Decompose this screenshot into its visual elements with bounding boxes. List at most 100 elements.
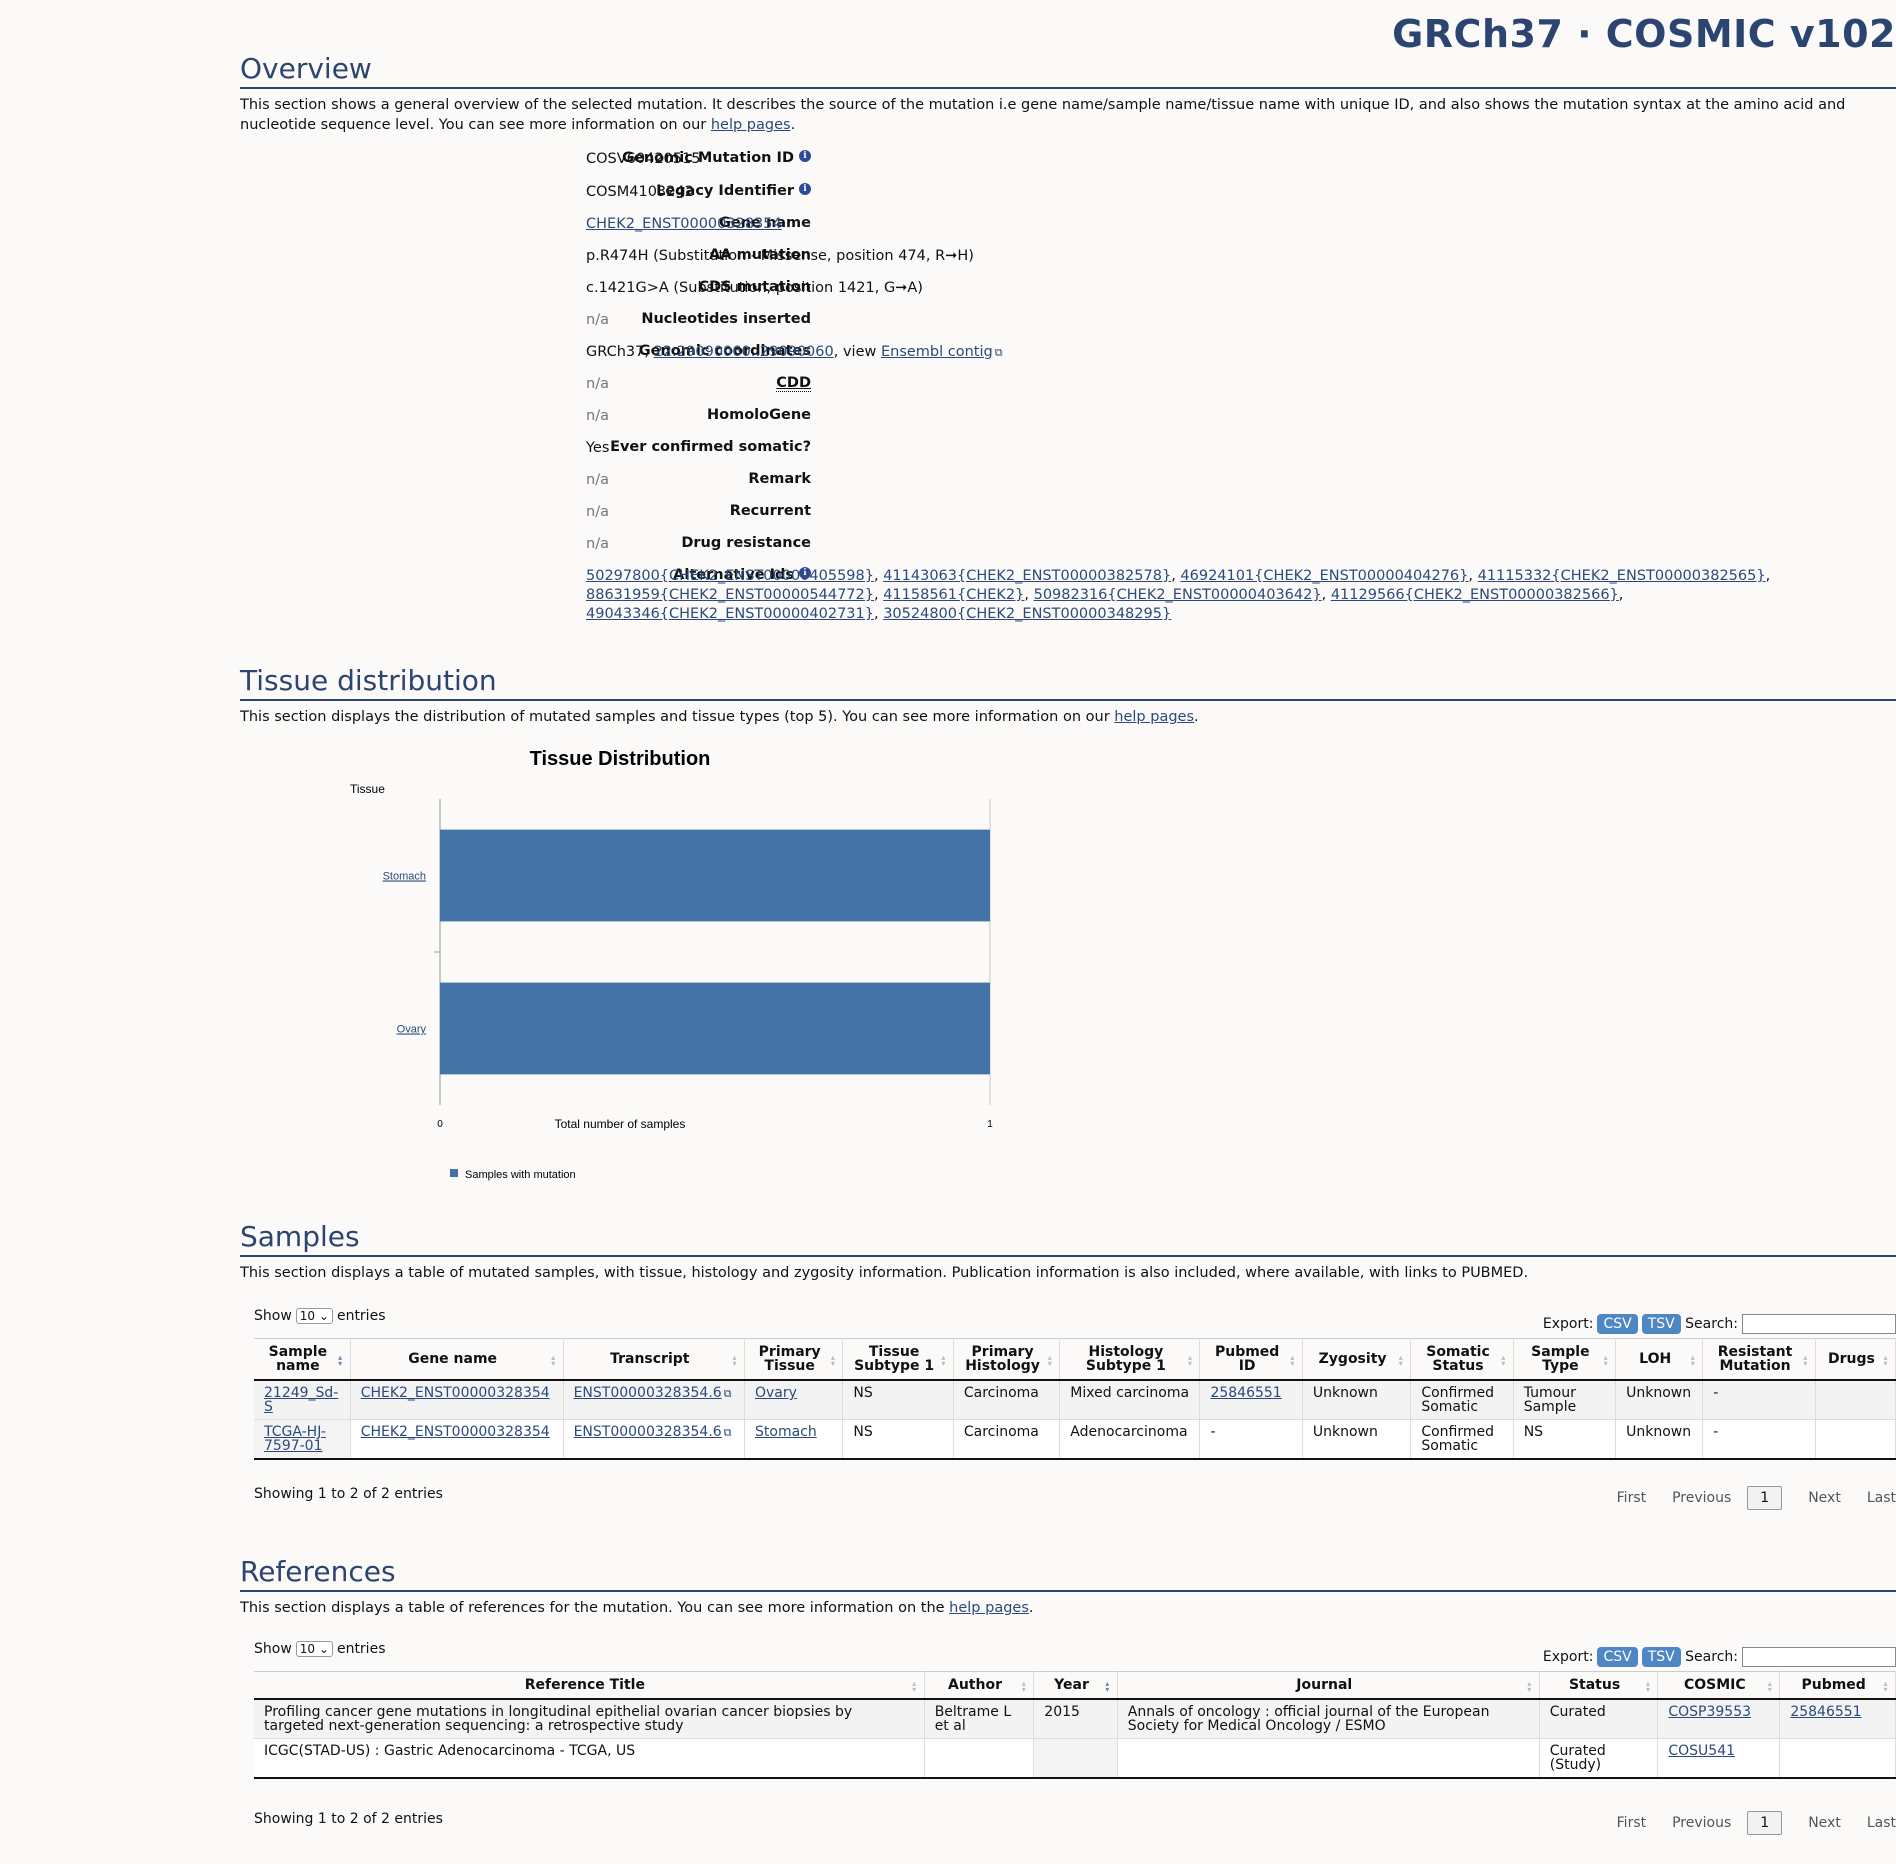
- column-header[interactable]: Sample name: [254, 1338, 351, 1381]
- cell-link[interactable]: CHEK2_ENST00000328354: [360, 1424, 550, 1440]
- field-label: Nucleotides inserted: [641, 311, 811, 327]
- cell-link[interactable]: COSP39553: [1668, 1704, 1752, 1720]
- alternative-id-link[interactable]: 41115332{CHEK2_ENST00000382565}: [1477, 568, 1766, 584]
- table-cell: Confirmed Somatic: [1410, 1380, 1514, 1420]
- csv-export-button[interactable]: CSV: [1597, 1647, 1638, 1667]
- tissue-help-link[interactable]: help pages: [1114, 709, 1195, 725]
- samples-search-input[interactable]: [1742, 1314, 1896, 1334]
- table-cell: Ovary: [744, 1380, 844, 1420]
- current-page-button[interactable]: 1: [1747, 1486, 1783, 1510]
- alternative-id-link[interactable]: 41143063{CHEK2_ENST00000382578}: [883, 568, 1172, 584]
- csv-export-button[interactable]: CSV: [1597, 1314, 1638, 1334]
- info-icon[interactable]: i: [799, 183, 811, 195]
- cell-link[interactable]: 25846551: [1790, 1704, 1862, 1720]
- column-header[interactable]: Reference Title: [254, 1671, 925, 1700]
- column-header[interactable]: Journal: [1117, 1671, 1540, 1700]
- column-header[interactable]: Pubmed ID: [1199, 1338, 1303, 1381]
- alternative-id-link[interactable]: 30524800{CHEK2_ENST00000348295}: [883, 606, 1172, 622]
- alternative-id-link[interactable]: 50982316{CHEK2_ENST00000403642}: [1033, 587, 1322, 603]
- last-page-button[interactable]: Last: [1866, 1490, 1896, 1506]
- alternative-id-link[interactable]: 50297800{CHEK2_ENST00000405598}: [586, 568, 874, 584]
- cell-text: NS: [853, 1385, 873, 1401]
- cell-link[interactable]: TCGA-HJ-7597-01: [264, 1424, 326, 1454]
- alternative-id-link[interactable]: 41158561{CHEK2}: [883, 587, 1025, 603]
- cell-link[interactable]: ENST00000328354.6: [573, 1385, 722, 1401]
- column-header[interactable]: Pubmed: [1779, 1671, 1896, 1700]
- previous-page-button[interactable]: Previous: [1672, 1490, 1732, 1506]
- column-header[interactable]: COSMIC: [1657, 1671, 1781, 1700]
- column-header[interactable]: LOH: [1615, 1338, 1704, 1381]
- previous-page-button[interactable]: Previous: [1672, 1815, 1732, 1831]
- column-header[interactable]: Year: [1033, 1671, 1118, 1700]
- field-label: CDS mutation: [698, 279, 811, 295]
- column-header[interactable]: Somatic Status: [1410, 1338, 1514, 1381]
- chart-x-tick-label: 0: [437, 1119, 443, 1130]
- tissue-desc-end: .: [1194, 709, 1199, 725]
- alternative-id-link[interactable]: 41129566{CHEK2_ENST00000382566}: [1330, 587, 1619, 603]
- column-header[interactable]: Status: [1539, 1671, 1659, 1700]
- column-header[interactable]: Primary Histology: [953, 1338, 1061, 1381]
- table-cell: CHEK2_ENST00000328354: [350, 1380, 564, 1420]
- table-cell: [1033, 1738, 1118, 1779]
- cell-text: Tumour Sample: [1523, 1385, 1577, 1415]
- coords-link[interactable]: 22:29090060..29090060: [653, 344, 834, 360]
- next-page-button[interactable]: Next: [1808, 1815, 1841, 1831]
- gene-link[interactable]: CHEK2_ENST00000328354: [586, 216, 782, 232]
- page-length-select[interactable]: 10 ⌄: [295, 1641, 333, 1657]
- table-cell: COSP39553: [1657, 1699, 1781, 1739]
- next-page-button[interactable]: Next: [1808, 1490, 1841, 1506]
- show-label: Show: [254, 1308, 292, 1324]
- cell-link[interactable]: CHEK2_ENST00000328354: [360, 1385, 550, 1401]
- last-page-button[interactable]: Last: [1866, 1815, 1896, 1831]
- first-page-button[interactable]: First: [1616, 1490, 1647, 1506]
- cell-link[interactable]: Stomach: [755, 1424, 817, 1440]
- ensembl-contig-link[interactable]: Ensembl contig: [880, 344, 993, 360]
- samples-description: This section displays a table of mutated…: [240, 1265, 1529, 1281]
- table-row: 21249_Sd-S CHEK2_ENST00000328354 ENST00000…: [254, 1380, 1896, 1420]
- first-page-button[interactable]: First: [1616, 1815, 1647, 1831]
- tissue-distribution-chart: Tissue Distribution Tissue Total number …: [350, 748, 993, 1181]
- column-header[interactable]: Zygosity: [1302, 1338, 1412, 1381]
- info-icon[interactable]: i: [799, 567, 811, 579]
- column-header[interactable]: Transcript: [563, 1338, 746, 1381]
- overview-help-link[interactable]: help pages: [710, 117, 791, 133]
- chart-category-label[interactable]: Ovary: [397, 1024, 427, 1036]
- chart-category-label[interactable]: Stomach: [383, 871, 426, 883]
- alternative-ids-list: 50297800{CHEK2_ENST00000405598}, 4114306…: [586, 567, 1846, 624]
- cell-link[interactable]: 21249_Sd-S: [264, 1385, 339, 1415]
- table-cell: 25846551: [1199, 1380, 1303, 1420]
- field-value: n/a: [586, 376, 609, 392]
- references-search-input[interactable]: [1742, 1647, 1896, 1667]
- column-header[interactable]: Author: [924, 1671, 1035, 1700]
- column-header[interactable]: Histology Subtype 1: [1059, 1338, 1201, 1381]
- column-header[interactable]: Gene name: [350, 1338, 564, 1381]
- alternative-id-link[interactable]: 46924101{CHEK2_ENST00000404276}: [1180, 568, 1469, 584]
- cell-link[interactable]: 25846551: [1210, 1385, 1282, 1401]
- page-length-select[interactable]: 10 ⌄: [295, 1308, 333, 1324]
- references-help-link[interactable]: help pages: [949, 1600, 1029, 1616]
- tissue-title: Tissue distribution: [240, 664, 1896, 701]
- table-cell: Unknown: [1615, 1380, 1704, 1420]
- field-label: Alternative Ids: [673, 567, 794, 583]
- alternative-id-link[interactable]: 88631959{CHEK2_ENST00000544772}: [586, 587, 874, 603]
- separator: ,: [873, 587, 884, 603]
- cell-link[interactable]: Ovary: [755, 1385, 797, 1401]
- cell-text: -: [1210, 1424, 1216, 1440]
- field-label-wrap: CDD: [776, 375, 811, 392]
- cell-link[interactable]: ENST00000328354.6: [573, 1424, 722, 1440]
- overview-description: This section shows a general overview of…: [240, 95, 1880, 135]
- current-page-button[interactable]: 1: [1747, 1811, 1783, 1835]
- alternative-id-link[interactable]: 49043346{CHEK2_ENST00000402731}: [586, 606, 874, 622]
- column-header[interactable]: Drugs: [1815, 1338, 1896, 1381]
- info-icon[interactable]: i: [799, 150, 811, 162]
- column-header[interactable]: Resistant Mutation: [1702, 1338, 1816, 1381]
- tsv-export-button[interactable]: TSV: [1641, 1647, 1681, 1667]
- table-cell: Curated (Study): [1539, 1738, 1659, 1779]
- tsv-export-button[interactable]: TSV: [1641, 1314, 1681, 1334]
- cell-link[interactable]: COSU541: [1668, 1743, 1736, 1759]
- table-cell: ENST00000328354.6 ⧉: [563, 1380, 746, 1420]
- column-header[interactable]: Sample Type: [1513, 1338, 1617, 1381]
- table-row: TCGA-HJ-7597-01 CHEK2_ENST00000328354 ENST…: [254, 1419, 1896, 1460]
- column-header[interactable]: Tissue Subtype 1: [842, 1338, 954, 1381]
- column-header[interactable]: Primary Tissue: [744, 1338, 844, 1381]
